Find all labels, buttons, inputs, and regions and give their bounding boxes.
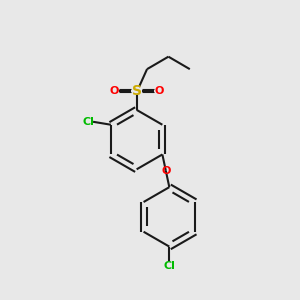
Text: O: O (154, 85, 164, 96)
Text: O: O (110, 85, 119, 96)
Text: O: O (161, 166, 170, 176)
Text: Cl: Cl (83, 117, 94, 127)
Text: S: S (132, 84, 142, 98)
Text: Cl: Cl (164, 261, 175, 271)
